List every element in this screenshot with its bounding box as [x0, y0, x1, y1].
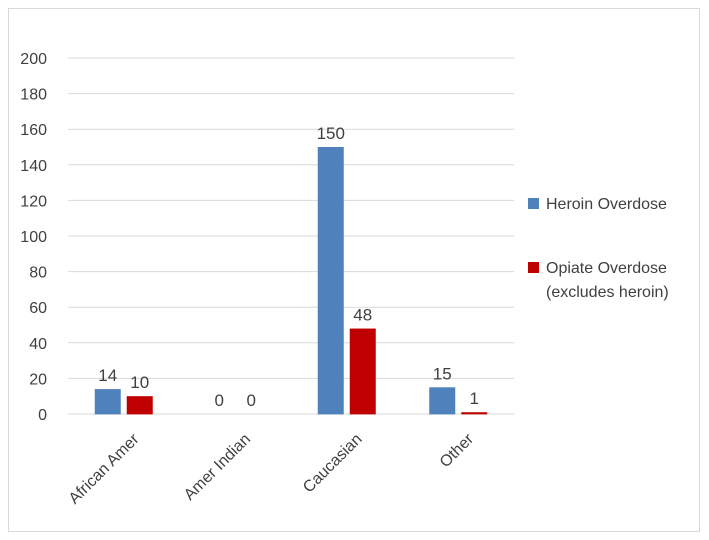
- y-axis-ticks: 0 20 40 60 80 100 120 140 160 180 200: [20, 51, 47, 424]
- y-tick-label: 60: [29, 300, 47, 317]
- data-label: 150: [317, 124, 345, 143]
- y-tick-label: 200: [20, 51, 47, 68]
- x-axis-labels: African Amer Amer Indian Caucasian Other: [66, 430, 478, 507]
- data-label: 15: [433, 364, 452, 383]
- bar: [317, 147, 344, 414]
- data-label: 14: [98, 366, 117, 385]
- data-labels: 14 10 0 0 150 48 15 1: [98, 124, 479, 410]
- legend-label-opiate-line2: (excludes heroin): [546, 284, 669, 301]
- y-tick-label: 80: [29, 265, 47, 282]
- x-tick-label: Amer Indian: [181, 431, 254, 504]
- y-tick-label: 40: [29, 336, 47, 353]
- bar: [429, 387, 456, 414]
- data-label: 1: [470, 389, 479, 408]
- data-label: 0: [247, 391, 256, 410]
- chart-frame: [8, 8, 700, 532]
- legend-swatch-opiate: [528, 262, 539, 273]
- legend-swatch-heroin: [528, 198, 539, 209]
- y-tick-label: 140: [20, 158, 47, 175]
- gridlines: [68, 57, 514, 415]
- legend-label-heroin: Heroin Overdose: [546, 196, 667, 213]
- legend-label-opiate-line1: Opiate Overdose: [546, 260, 667, 277]
- y-tick-label: 160: [20, 122, 47, 139]
- bar: [349, 328, 376, 414]
- legend: Heroin Overdose Opiate Overdose (exclude…: [528, 196, 669, 301]
- bar: [126, 396, 153, 414]
- y-tick-label: 180: [20, 87, 47, 104]
- bar: [461, 412, 488, 414]
- x-tick-label: Other: [437, 430, 478, 471]
- y-tick-label: 100: [20, 229, 47, 246]
- data-label: 0: [215, 391, 224, 410]
- data-label: 10: [130, 373, 149, 392]
- y-tick-label: 0: [38, 407, 47, 424]
- bar: [94, 389, 121, 414]
- y-tick-label: 20: [29, 371, 47, 388]
- x-tick-label: Caucasian: [300, 431, 365, 496]
- x-tick-label: African Amer: [66, 430, 143, 507]
- bars: [94, 147, 488, 415]
- data-label: 48: [353, 306, 372, 325]
- y-tick-label: 120: [20, 193, 47, 210]
